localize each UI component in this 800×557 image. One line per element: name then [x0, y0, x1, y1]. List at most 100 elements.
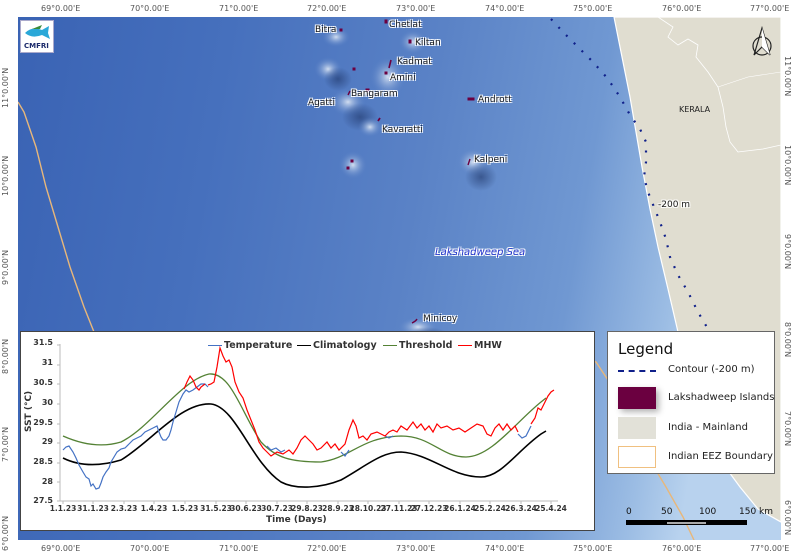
- island-label-chetlat: Chetlat: [389, 20, 422, 30]
- map-layers: [18, 17, 781, 540]
- x-tick: 28.9.23: [322, 504, 354, 513]
- eez-swatch: [618, 446, 656, 468]
- y-tick: 31.5: [33, 338, 53, 347]
- legend-item-mainland: India - Mainland: [618, 417, 773, 441]
- legend-climatology: Climatology: [297, 340, 377, 351]
- lon-tick: 72°0.00'E: [307, 4, 347, 13]
- island-label-amini: Amini: [390, 73, 416, 83]
- contour-200m: [550, 18, 731, 363]
- scale-bar-gray: [667, 521, 706, 524]
- legend-label: Indian EEZ Boundary: [668, 451, 773, 462]
- lat-tick: 6°0.00'N: [1, 515, 10, 551]
- island-label-bitra: Bitra: [315, 25, 337, 35]
- lat-tick: 11°0.00'N: [783, 56, 792, 97]
- lon-tick: 74°0.00'E: [485, 4, 525, 13]
- lat-tick: 10°0.00'N: [783, 145, 792, 186]
- lat-tick: 8°0.00'N: [1, 338, 10, 374]
- mainland-swatch: [618, 417, 656, 439]
- lat-tick: 6°0.00'N: [783, 500, 792, 536]
- x-tick: 1.4.23: [140, 504, 168, 513]
- x-tick: 1.5.23: [171, 504, 199, 513]
- y-tick: 29.5: [33, 418, 53, 427]
- line-swatch: [458, 345, 472, 346]
- series-climatology: [62, 403, 547, 488]
- region-label: KERALA: [679, 105, 711, 114]
- lat-tick: 10°0.00'N: [1, 155, 10, 196]
- sea-label: Lakshadweep Sea: [435, 247, 526, 258]
- legend-item-contour: Contour (-200 m): [618, 364, 773, 388]
- scale-label: 150 km: [739, 507, 774, 517]
- scale-label: 0: [626, 507, 632, 517]
- series-temperature: [62, 383, 532, 490]
- fish-logo-icon: [25, 25, 50, 39]
- dashed-line-icon: [618, 370, 656, 374]
- lon-tick: 72°0.00'E: [307, 544, 347, 553]
- scale-label: 100: [699, 507, 717, 517]
- lat-tick: 7°0.00'N: [1, 426, 10, 462]
- x-tick: 31.5.23: [200, 504, 232, 513]
- x-tick: 26.1.24: [444, 504, 476, 513]
- x-tick: 28.10.23: [349, 504, 387, 513]
- lon-tick: 75°0.00'E: [573, 544, 613, 553]
- line-swatch: [383, 345, 397, 346]
- island-label-bangaram: Bangaram: [351, 89, 398, 99]
- logo-text: CMFRI: [24, 42, 49, 50]
- lon-tick: 73°0.00'E: [396, 544, 436, 553]
- lon-tick: 73°0.00'E: [396, 4, 436, 13]
- contour-label: -200 m: [658, 200, 691, 210]
- y-tick: 27.5: [33, 496, 53, 505]
- x-tick: 29.8.23: [291, 504, 323, 513]
- x-tick: 30.6.23: [230, 504, 262, 513]
- island-label-kavaratti: Kavaratti: [382, 125, 423, 135]
- cmfri-logo: CMFRI: [20, 20, 54, 53]
- series-threshold: [62, 373, 547, 463]
- line-swatch: [208, 345, 222, 346]
- legend-temperature: Temperature: [208, 340, 292, 351]
- lon-tick: 77°0.00'E: [750, 4, 790, 13]
- y-tick: 31: [41, 358, 53, 367]
- legend-item-islands: Lakshadweep Islands: [618, 387, 775, 411]
- legend-threshold: Threshold: [383, 340, 452, 351]
- x-axis-title: Time (Days): [266, 515, 327, 525]
- island-label-agatti: Agatti: [308, 98, 335, 108]
- lon-tick: 75°0.00'E: [573, 4, 613, 13]
- lon-tick: 76°0.00'E: [662, 4, 702, 13]
- map-legend: Legend Contour (-200 m) Lakshadweep Isla…: [607, 331, 775, 474]
- island-label-andrott: Andrott: [478, 95, 512, 105]
- x-tick: 2.3.23: [110, 504, 138, 513]
- lon-tick: 71°0.00'E: [219, 544, 259, 553]
- lon-tick: 69°0.00'E: [41, 4, 81, 13]
- island-label-kalpeni: Kalpeni: [474, 155, 508, 165]
- lat-tick: 8°0.00'N: [783, 322, 792, 358]
- y-tick: 28.5: [33, 457, 53, 466]
- islands-swatch: [618, 387, 656, 409]
- lakshadweep-islands: [339, 19, 475, 324]
- lon-tick: 70°0.00'E: [130, 544, 170, 553]
- x-tick: 30.7.23: [261, 504, 293, 513]
- lon-tick: 71°0.00'E: [219, 4, 259, 13]
- sst-chart: Temperature Climatology Threshold MHW SS…: [20, 331, 595, 531]
- lat-tick: 9°0.00'N: [1, 249, 10, 285]
- y-tick: 30: [41, 398, 53, 407]
- x-tick: 25.4.24: [535, 504, 567, 513]
- island-label-kadmat: Kadmat: [397, 57, 432, 67]
- lat-tick: 11°0.00'N: [1, 67, 10, 108]
- north-arrow-icon: [752, 26, 772, 56]
- lon-tick: 77°0.00'E: [750, 544, 790, 553]
- x-tick: 31.1.23: [77, 504, 109, 513]
- lon-tick: 69°0.00'E: [41, 544, 81, 553]
- lat-tick: 7°0.00'N: [783, 411, 792, 447]
- lon-tick: 74°0.00'E: [485, 544, 525, 553]
- legend-label: Contour (-200 m): [668, 364, 755, 375]
- y-tick: 29: [41, 437, 53, 446]
- legend-label: India - Mainland: [668, 422, 748, 433]
- series-mhw: [183, 345, 555, 457]
- y-tick: 30.5: [33, 378, 53, 387]
- x-tick: 27.11.23: [380, 504, 418, 513]
- chart-plot: [57, 344, 558, 504]
- legend-title: Legend: [618, 340, 674, 358]
- lon-tick: 76°0.00'E: [662, 544, 702, 553]
- x-tick: 25.2.24: [474, 504, 506, 513]
- legend-label: Lakshadweep Islands: [668, 392, 775, 403]
